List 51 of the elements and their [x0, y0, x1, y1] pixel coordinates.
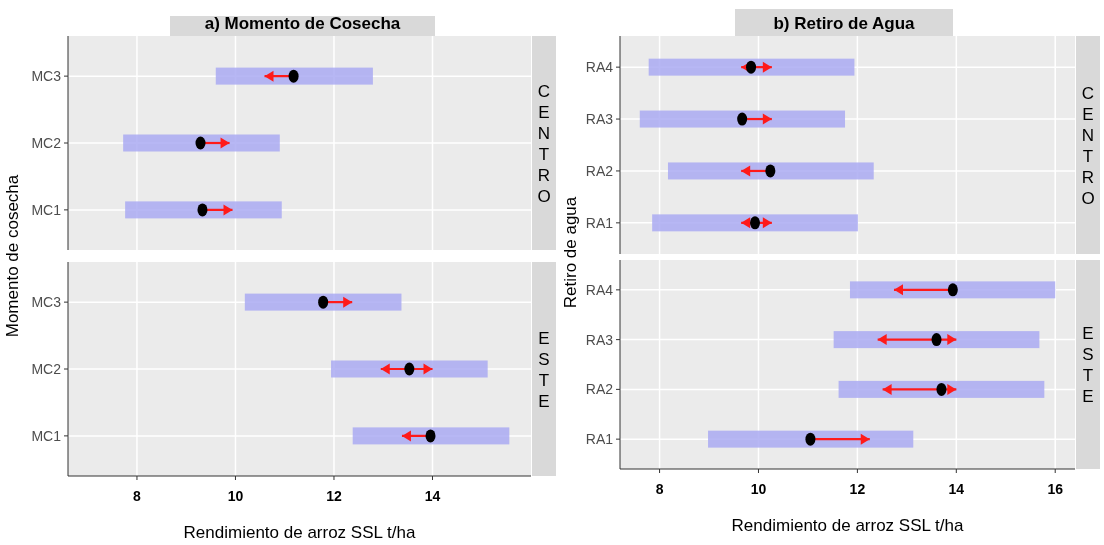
bar	[708, 430, 914, 448]
bar	[667, 162, 874, 180]
point	[931, 333, 942, 347]
x-tick-label: 10	[227, 488, 244, 504]
x-axis-title: Rendimiento de arroz SSL t/ha	[731, 516, 964, 535]
y-tick-label: RA1	[585, 431, 614, 448]
y-tick-label: MC2	[31, 135, 62, 151]
y-tick-label: RA2	[585, 162, 614, 179]
bar	[244, 293, 402, 311]
point	[750, 216, 761, 230]
x-tick-label: 14	[948, 481, 965, 497]
y-tick-label: MC3	[31, 294, 62, 311]
y-tick-label: MC2	[31, 361, 62, 377]
point	[765, 164, 776, 178]
text: ESTE	[538, 328, 550, 411]
y-tick-label: RA4	[585, 59, 614, 76]
point	[936, 382, 947, 396]
bar	[652, 214, 858, 232]
y-tick-label: RA3	[585, 331, 614, 348]
point	[737, 112, 748, 126]
y-tick-label: RA4	[585, 281, 614, 298]
y-tick-label: RA2	[585, 381, 614, 398]
y-tick-label: RA3	[585, 111, 614, 128]
text: CENTRO	[537, 81, 551, 206]
text: CENTRO	[1081, 83, 1095, 208]
point	[947, 283, 958, 297]
y-tick-label: MC3	[31, 68, 62, 85]
x-tick-label: 16	[1047, 481, 1064, 497]
chart-title: a) Momento de Cosecha	[204, 14, 401, 33]
bar	[639, 110, 846, 128]
bar	[849, 281, 1056, 299]
x-tick-label: 8	[133, 488, 142, 504]
chart-title: b) Retiro de Agua	[773, 14, 916, 33]
x-tick-label: 8	[655, 481, 664, 497]
x-tick-label: 14	[424, 488, 441, 504]
point	[805, 432, 816, 446]
text: ESTE	[1082, 324, 1094, 406]
y-axis-title: Momento de cosecha	[3, 174, 22, 338]
bar	[352, 427, 510, 445]
bar	[833, 331, 1040, 349]
bar	[331, 360, 488, 378]
x-axis-title: Rendimiento de arroz SSL t/ha	[183, 523, 416, 542]
x-tick-label: 12	[326, 488, 342, 504]
y-tick-label: MC1	[31, 427, 62, 444]
y-tick-label: MC1	[31, 201, 62, 218]
y-axis-title: Retiro de agua	[561, 196, 580, 309]
bar	[648, 58, 855, 76]
x-tick-label: 10	[750, 481, 767, 497]
bar	[838, 380, 1045, 398]
y-tick-label: RA1	[585, 214, 614, 231]
x-tick-label: 12	[849, 481, 866, 497]
